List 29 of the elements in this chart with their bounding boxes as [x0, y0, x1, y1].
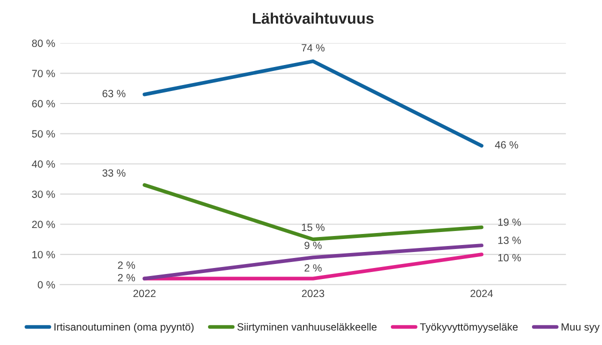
y-tick-label: 40 % — [32, 160, 55, 168]
data-label: 2 % — [304, 264, 322, 272]
y-tick-label: 0 % — [38, 281, 55, 288]
data-label: 2 % — [118, 262, 136, 269]
x-tick-label: 2024 — [470, 290, 493, 298]
data-label: 74 % — [302, 44, 325, 52]
y-tick-label: 20 % — [32, 220, 55, 228]
y-tick-label: 10 % — [32, 250, 55, 258]
data-label: 13 % — [498, 236, 521, 244]
x-tick-label: 2023 — [302, 290, 324, 298]
data-label: 33 % — [102, 169, 126, 177]
data-label: 19 % — [498, 218, 521, 226]
data-label: 10 % — [498, 254, 521, 262]
y-tick-label: 80 % — [32, 40, 55, 47]
legend-label: Irtisanoutuminen (oma pyyntö) — [54, 322, 194, 333]
chart-title: Lähtövaihtuvuus — [252, 12, 374, 24]
y-tick-label: 70 % — [32, 70, 55, 78]
data-label: 15 % — [302, 224, 325, 232]
data-label: 46 % — [494, 141, 518, 149]
x-tick-label: 2022 — [133, 290, 156, 298]
y-tick-label: 60 % — [32, 100, 55, 108]
legend-label: Muu syy — [562, 323, 600, 333]
legend-label: Työkyvyttömyyseläke — [420, 322, 518, 333]
legend-label: Siirtyminen vanhuuseläkkeelle — [237, 322, 377, 333]
data-label: 63 % — [102, 90, 126, 98]
y-tick-label: 50 % — [32, 130, 55, 138]
data-label: 2 % — [118, 274, 136, 282]
y-tick-label: 30 % — [32, 190, 55, 198]
data-label: 9 % — [304, 242, 322, 250]
